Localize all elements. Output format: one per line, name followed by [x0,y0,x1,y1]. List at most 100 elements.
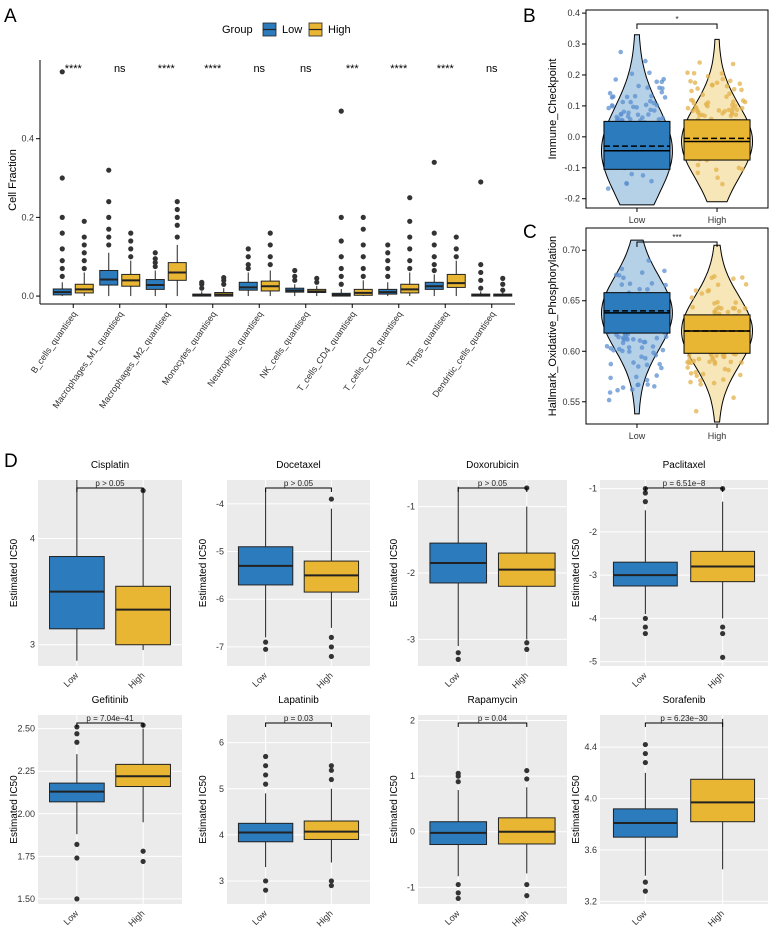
panel-a-box-low-outlier [199,279,205,285]
drug-panel-x-tick-label: High [315,670,335,690]
drug-panel-y-tick-label: 1.50 [17,894,35,904]
drug-panel-x-tick-label: Low [250,670,269,689]
panel-c-point [631,360,636,365]
drug-panel-box-high-outlier [328,878,334,884]
drug-panel: 3 4 5 6 Lapatinib Estimated IC50 Low High p = 0.… [198,695,370,929]
drug-panel-box-low-outlier [455,881,461,888]
drug-panel-bracket [265,487,332,492]
panel-c-point [693,369,698,375]
panel-b-point [714,167,719,173]
panel-a-box-high-outlier [314,275,320,281]
drug-panel-box-low-outlier [455,770,461,776]
drug-panel-pvalue: p = 0.03 [284,714,314,723]
drug-panel-box-low-outlier [642,741,648,748]
panel-b-point [629,171,634,177]
panel-b-point [720,111,725,116]
drug-panel-y-label: Estimated IC50 [198,538,209,607]
drug-panel-box-low-outlier [642,630,648,637]
panel-b-y-tick-label: 0.2 [567,70,580,80]
panel-b-point [730,102,735,108]
panel-c-point [700,371,706,377]
drug-panel-box-low [429,486,488,662]
panel-a-box-low-outlier [59,273,65,279]
drug-panel-box-low [49,480,105,661]
panel-label-d: D [4,451,18,472]
drug-panel-box-high-box [303,820,360,840]
drug-panel-box-high [690,718,756,870]
panel-b-point [728,78,733,84]
panel-b-point [710,83,715,88]
panel-b-point [659,79,665,85]
panel-a-box-high-outlier [407,218,413,224]
panel-b-point [607,90,613,96]
drug-panel-box-low-outlier [642,499,648,505]
panel-a-box-high-box [446,273,466,288]
drug-panel-y-tick-label: 1.75 [17,851,35,861]
panel-a-box-high-outlier [314,279,320,285]
panel-a-box-low-outlier [338,273,344,279]
panel-c-point [625,337,630,342]
panel-c-point [626,345,632,350]
panel-a-box-low-outlier [152,250,158,256]
panel-a-box-high-outlier [360,226,366,232]
panel-b-frame [585,9,769,209]
drug-panel-box-low-outlier [455,779,461,785]
panel-c-y-tick-label: 0.65 [562,296,580,306]
panel-c-point [621,337,627,342]
panel-c-y-label: Hallmark_Oxidative_Phosphorylation [547,236,559,416]
panel-a-box-high-outlier [360,214,366,220]
drug-panel-box-low-box [612,561,678,587]
drug-panel: -7 -6 -5 -4 Docetaxel Estimated IC50 Low High p … [198,460,370,691]
drug-panel-box-low-outlier [455,895,461,902]
drug-panel-y-tick-label: -4 [216,499,224,509]
panel-a-significance: *** [346,63,360,75]
drug-panel-y-tick-label: 4.4 [584,742,597,752]
panel-c-point [728,359,734,365]
panel-a-box-high [214,274,234,297]
panel-a-box-high [493,275,513,297]
drug-panel-box-high-outlier [720,630,726,637]
panel-b-point [635,112,641,118]
panel-b-point [724,94,729,100]
panel-a-box-low-outlier [106,199,112,205]
panel-c-point [651,350,656,356]
panel-a-box-low [52,69,72,297]
panel-c-point [620,348,625,354]
panel-a-box-low-outlier [106,167,112,173]
panel-c-point [619,266,625,272]
panel-c-point [690,305,695,310]
panel-b-point [689,88,694,94]
panel-b-point [643,58,648,64]
panel-a-box-low [285,267,305,297]
panel-a-box-high-outlier [407,265,413,272]
panel-b-point [626,110,631,116]
panel-b-point [660,115,666,121]
drug-panel-box-high [115,488,171,651]
panel-c-point [616,334,621,340]
drug-panel: -5 -4 -3 -2 -1 Paclitaxel Estimated IC50 Low Hig… [571,460,768,691]
panel-c-point [742,305,748,311]
panel-a-box-low-outlier [152,260,158,266]
drug-panel-box-low-outlier [263,878,269,884]
drug-panel-y-tick-label: 2.00 [17,809,35,819]
panel-a-y-tick-label: 0.4 [21,134,34,144]
panel-c-point [645,287,650,292]
panel-b-chart: -0.2 -0.1 0.0 0.1 0.2 0.3 0.4 Immune_Checkpoint… [547,8,769,225]
panel-a-box-low-outlier [385,265,391,272]
panel-a-box-high-outlier [267,242,273,248]
drug-panel-background [227,715,370,904]
drug-panel-title: Cisplatin [91,460,129,471]
drug-panel-y-tick-label: 6 [219,738,224,748]
drug-panel-pvalue: p = 6.23e−30 [660,714,708,723]
drug-panel-box-high-outlier [328,767,334,773]
panel-b-point [685,105,691,111]
panel-c-point [739,360,744,365]
drug-panel-x-tick-label: High [126,670,146,690]
drug-panel-box-low-outlier [263,646,269,652]
panel-a-box-high [260,230,280,297]
drug-panel-bracket [457,722,528,727]
drug-panel-box-low-outlier [263,781,269,787]
drug-panel-x-tick-label: High [126,908,146,928]
panel-d-charts: 3 4 Cisplatin Estimated IC50 Low High p > 0.05… [9,460,768,929]
drug-panel-box-low-outlier [642,759,648,766]
